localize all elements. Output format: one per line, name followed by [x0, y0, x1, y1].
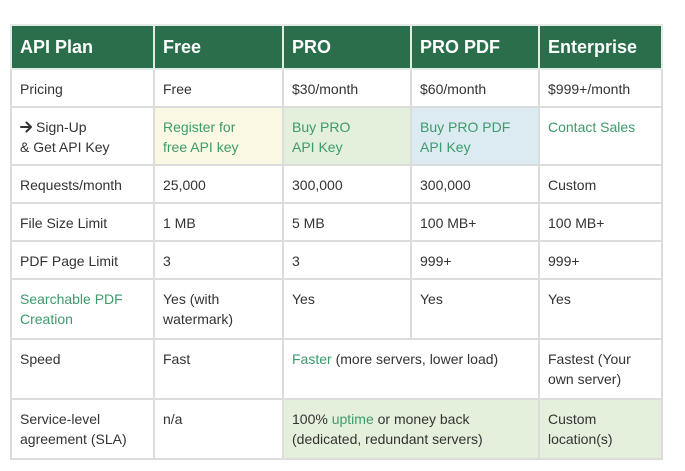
register-free-line1: Register for — [163, 119, 236, 135]
sla-pro-line1: 100% uptime or money back — [292, 409, 530, 429]
register-free-link[interactable]: Register for free API key — [153, 106, 284, 166]
header-api-plan: API Plan — [10, 24, 155, 70]
speed-enterprise-line2: own server) — [548, 371, 622, 387]
header-pro: PRO — [282, 24, 412, 70]
api-plans-table: API Plan Free PRO PRO PDF Enterprise Pri… — [10, 24, 663, 460]
register-free-line2: free API key — [163, 139, 239, 155]
sla-label-line2: agreement (SLA) — [20, 431, 127, 447]
searchable-pdf-link[interactable]: Searchable PDF Creation — [10, 278, 155, 340]
arrow-right-icon — [20, 121, 32, 133]
header-enterprise: Enterprise — [538, 24, 663, 70]
cell-pdf-pages-pro-pdf: 999+ — [410, 240, 540, 280]
cell-speed-free: Fast — [153, 338, 284, 400]
searchable-free-line2: watermark) — [163, 311, 234, 327]
header-pro-pdf: PRO PDF — [410, 24, 540, 70]
row-label-file-size: File Size Limit — [10, 202, 155, 242]
cell-searchable-enterprise: Yes — [538, 278, 663, 340]
cell-requests-enterprise: Custom — [538, 164, 663, 204]
cell-speed-pro: Faster (more servers, lower load) — [282, 338, 540, 400]
sla-enterprise-line2: location(s) — [548, 431, 613, 447]
cell-requests-pro-pdf: 300,000 — [410, 164, 540, 204]
cell-pdf-pages-pro: 3 — [282, 240, 412, 280]
cell-searchable-free: Yes (with watermark) — [153, 278, 284, 340]
signup-label-line1-wrap: Sign-Up — [20, 117, 145, 137]
sla-label-line1: Service-level — [20, 411, 101, 427]
header-free: Free — [153, 24, 284, 70]
signup-label-line2: & Get API Key — [20, 139, 110, 155]
cell-requests-pro: 300,000 — [282, 164, 412, 204]
cell-pricing-enterprise: $999+/month — [538, 68, 663, 108]
row-label-requests: Requests/month — [10, 164, 155, 204]
searchable-label-line1: Searchable PDF — [20, 291, 123, 307]
row-label-pricing: Pricing — [10, 68, 155, 108]
cell-file-size-free: 1 MB — [153, 202, 284, 242]
cell-speed-enterprise: Fastest (Your own server) — [538, 338, 663, 400]
cell-requests-free: 25,000 — [153, 164, 284, 204]
table-header-row: API Plan Free PRO PRO PDF Enterprise — [10, 24, 663, 70]
table-row: PDF Page Limit 3 3 999+ 999+ — [10, 240, 663, 280]
table-row: File Size Limit 1 MB 5 MB 100 MB+ 100 MB… — [10, 202, 663, 242]
row-label-sla: Service-level agreement (SLA) — [10, 398, 155, 460]
buy-pro-pdf-line1: Buy PRO PDF — [420, 119, 511, 135]
cell-pricing-free: Free — [153, 68, 284, 108]
searchable-label-line2: Creation — [20, 311, 73, 327]
speed-pro-rest: (more servers, lower load) — [331, 351, 499, 367]
cell-pricing-pro: $30/month — [282, 68, 412, 108]
table-row: Pricing Free $30/month $60/month $999+/m… — [10, 68, 663, 108]
buy-pro-pdf-line2: API Key — [420, 139, 471, 155]
cell-sla-pro: 100% uptime or money back (dedicated, re… — [282, 398, 540, 460]
row-label-pdf-pages: PDF Page Limit — [10, 240, 155, 280]
cell-file-size-pro-pdf: 100 MB+ — [410, 202, 540, 242]
table-row: Sign-Up & Get API Key Register for free … — [10, 106, 663, 166]
faster-link[interactable]: Faster — [292, 351, 332, 367]
cell-sla-enterprise: Custom location(s) — [538, 398, 663, 460]
sla-pro-pre: 100% — [292, 411, 332, 427]
cell-searchable-pro-pdf: Yes — [410, 278, 540, 340]
contact-sales-link[interactable]: Contact Sales — [548, 119, 636, 135]
searchable-free-line1: Yes (with — [163, 291, 220, 307]
buy-pro-line2: API Key — [292, 139, 343, 155]
sla-pro-post: or money back — [373, 411, 470, 427]
signup-label-line1: Sign-Up — [36, 119, 87, 135]
cell-pdf-pages-free: 3 — [153, 240, 284, 280]
buy-pro-line1: Buy PRO — [292, 119, 351, 135]
sla-pro-line2: (dedicated, redundant servers) — [292, 431, 483, 447]
speed-enterprise-line1: Fastest (Your — [548, 351, 631, 367]
cell-sla-free: n/a — [153, 398, 284, 460]
sla-enterprise-line1: Custom — [548, 411, 597, 427]
table-row: Searchable PDF Creation Yes (with waterm… — [10, 278, 663, 340]
table-row: Service-level agreement (SLA) n/a 100% u… — [10, 398, 663, 460]
buy-pro-link[interactable]: Buy PRO API Key — [282, 106, 412, 166]
row-label-speed: Speed — [10, 338, 155, 400]
row-label-signup: Sign-Up & Get API Key — [10, 106, 155, 166]
cell-file-size-enterprise: 100 MB+ — [538, 202, 663, 242]
table-row: Speed Fast Faster (more servers, lower l… — [10, 338, 663, 400]
contact-sales-cell: Contact Sales — [538, 106, 663, 166]
cell-pricing-pro-pdf: $60/month — [410, 68, 540, 108]
cell-pdf-pages-enterprise: 999+ — [538, 240, 663, 280]
uptime-link[interactable]: uptime — [331, 411, 374, 427]
buy-pro-pdf-link[interactable]: Buy PRO PDF API Key — [410, 106, 540, 166]
table-row: Requests/month 25,000 300,000 300,000 Cu… — [10, 164, 663, 204]
cell-searchable-pro: Yes — [282, 278, 412, 340]
cell-file-size-pro: 5 MB — [282, 202, 412, 242]
